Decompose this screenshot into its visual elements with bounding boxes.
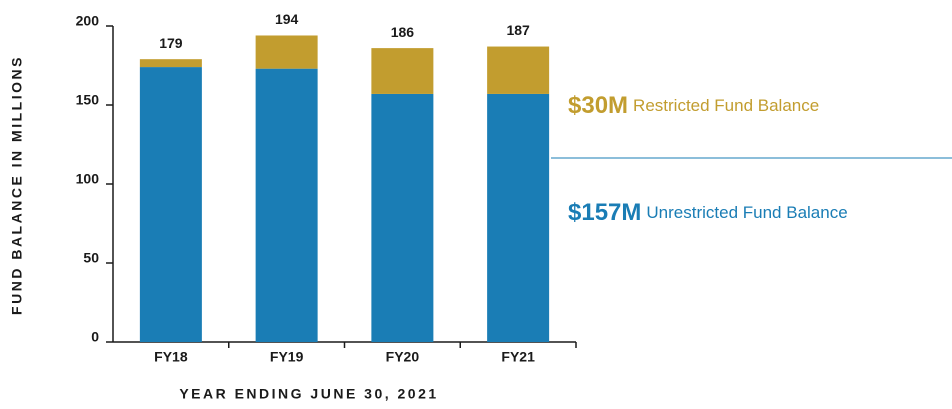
x-axis-title: YEAR ENDING JUNE 30, 2021: [179, 386, 438, 402]
y-tick-label: 50: [83, 250, 99, 266]
y-tick-label: 200: [76, 13, 100, 29]
annotation-text: Unrestricted Fund Balance: [646, 203, 847, 222]
bar-segment: [487, 93, 550, 342]
x-tick-label: FY20: [386, 349, 420, 365]
annotation-amount: $157M: [568, 199, 641, 226]
bar-segment: [371, 93, 434, 342]
annotation: $157M Unrestricted Fund Balance: [568, 199, 848, 226]
bar-segment: [255, 68, 318, 342]
y-tick-label: 0: [91, 329, 99, 345]
bar-segment: [487, 46, 550, 94]
bar-segment: [371, 48, 434, 94]
annotation: $30M Restricted Fund Balance: [568, 92, 819, 119]
x-tick-label: FY18: [154, 349, 188, 365]
total-label: 186: [391, 24, 415, 40]
bar-segment: [139, 59, 202, 68]
annotation-amount: $30M: [568, 92, 628, 119]
x-tick-label: FY21: [501, 349, 535, 365]
annotation-text: Restricted Fund Balance: [633, 96, 819, 115]
total-label: 187: [506, 22, 530, 38]
y-tick-label: 100: [76, 171, 100, 187]
x-tick-label: FY19: [270, 349, 304, 365]
bar-segment: [139, 67, 202, 342]
y-axis-title: FUND BALANCE IN MILLIONS: [9, 55, 25, 315]
total-label: 194: [275, 11, 299, 27]
total-label: 179: [159, 35, 183, 51]
y-tick-label: 150: [76, 92, 100, 108]
bar-segment: [255, 35, 318, 69]
